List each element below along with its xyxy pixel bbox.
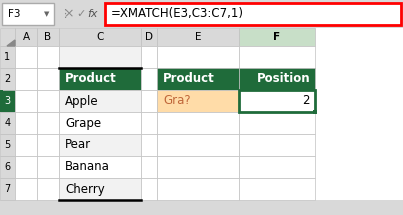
Bar — [0, 134, 15, 156]
Text: 4: 4 — [4, 118, 10, 128]
Text: C: C — [96, 32, 104, 42]
Text: ×: × — [64, 8, 74, 20]
Bar — [157, 46, 239, 68]
Bar — [157, 28, 239, 46]
Bar — [0, 28, 403, 200]
Bar — [0, 90, 15, 112]
Bar — [59, 156, 141, 178]
Bar — [157, 134, 239, 156]
Text: B: B — [44, 32, 52, 42]
Text: =XMATCH(E3,C3:C7,1): =XMATCH(E3,C3:C7,1) — [111, 8, 244, 20]
Bar — [0, 28, 15, 46]
Text: Pear: Pear — [65, 138, 91, 152]
Bar — [59, 112, 141, 134]
Bar — [15, 68, 37, 90]
Bar — [37, 178, 59, 200]
Bar — [313, 110, 317, 114]
Bar — [37, 112, 59, 134]
Bar — [141, 112, 157, 134]
Bar — [239, 68, 315, 90]
Bar — [0, 178, 15, 200]
Bar — [157, 90, 239, 112]
Text: F3: F3 — [8, 9, 21, 19]
Text: Grape: Grape — [65, 117, 101, 129]
Text: 6: 6 — [4, 162, 10, 172]
Bar — [0, 90, 3, 112]
Text: ⋮: ⋮ — [59, 9, 70, 19]
Bar — [0, 68, 15, 90]
Bar — [59, 134, 141, 156]
Bar — [15, 46, 37, 68]
Bar — [0, 46, 15, 68]
Bar — [59, 178, 141, 200]
Text: Gra?: Gra? — [163, 95, 191, 108]
Bar — [239, 112, 315, 134]
Bar — [239, 90, 315, 112]
Text: Apple: Apple — [65, 95, 99, 108]
Bar — [0, 156, 15, 178]
Polygon shape — [7, 40, 15, 46]
Bar — [141, 28, 157, 46]
Text: Cherry: Cherry — [65, 183, 105, 195]
Bar — [239, 28, 315, 46]
Bar — [157, 68, 239, 90]
Bar — [37, 28, 59, 46]
Bar — [239, 90, 315, 112]
Text: ✓: ✓ — [76, 9, 86, 19]
Bar — [15, 156, 37, 178]
Bar — [239, 46, 315, 68]
Bar — [59, 28, 141, 46]
Text: Banana: Banana — [65, 161, 110, 174]
Bar — [15, 134, 37, 156]
Bar — [141, 68, 157, 90]
Bar — [141, 178, 157, 200]
Bar — [141, 156, 157, 178]
Text: Product: Product — [65, 72, 117, 86]
Text: 3: 3 — [4, 96, 10, 106]
Bar — [15, 112, 37, 134]
Bar — [15, 178, 37, 200]
Bar — [2, 3, 54, 25]
Bar — [0, 0, 403, 28]
Text: E: E — [195, 32, 201, 42]
Text: 1: 1 — [4, 52, 10, 62]
Bar — [15, 90, 37, 112]
Bar — [59, 46, 141, 68]
Bar — [141, 90, 157, 112]
Bar — [37, 90, 59, 112]
Bar — [0, 112, 15, 134]
Text: 2: 2 — [4, 74, 10, 84]
Bar — [37, 134, 59, 156]
Bar — [141, 134, 157, 156]
Text: Product: Product — [163, 72, 215, 86]
Bar — [59, 68, 141, 90]
Bar — [37, 156, 59, 178]
Text: 2: 2 — [303, 95, 310, 108]
Bar — [15, 28, 37, 46]
Text: Position: Position — [256, 72, 310, 86]
Bar — [37, 46, 59, 68]
Text: fx: fx — [88, 9, 98, 19]
Bar — [141, 46, 157, 68]
Text: 7: 7 — [4, 184, 10, 194]
Bar — [105, 3, 401, 25]
Text: A: A — [23, 32, 29, 42]
Bar — [157, 156, 239, 178]
Text: D: D — [145, 32, 153, 42]
Bar — [157, 178, 239, 200]
Text: ▼: ▼ — [44, 11, 50, 17]
Bar — [239, 156, 315, 178]
Text: F: F — [274, 32, 280, 42]
Bar — [239, 178, 315, 200]
Bar — [59, 90, 141, 112]
Bar — [37, 68, 59, 90]
Bar — [157, 112, 239, 134]
Text: 5: 5 — [4, 140, 10, 150]
Bar — [239, 134, 315, 156]
